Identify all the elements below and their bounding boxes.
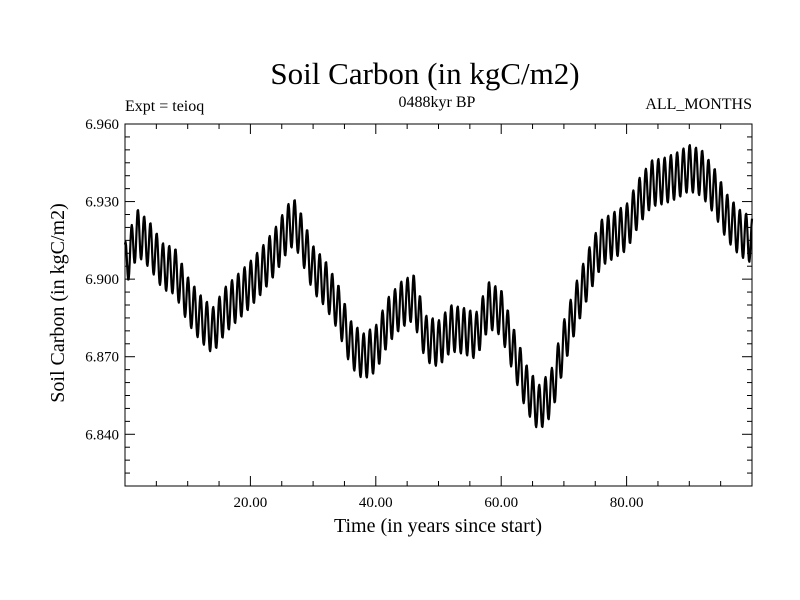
months-label: ALL_MONTHS <box>645 96 752 113</box>
x-tick-label: 20.00 <box>234 495 268 511</box>
chart-title: Soil Carbon (in kgC/m2) <box>270 56 579 91</box>
y-tick-label: 6.870 <box>85 350 119 366</box>
x-tick-label: 80.00 <box>610 495 644 511</box>
series-line <box>123 144 754 429</box>
y-tick-label: 6.900 <box>85 272 119 288</box>
chart-subtitle: 0488kyr BP <box>399 94 476 111</box>
y-tick-label: 6.960 <box>85 117 119 133</box>
x-tick-label: 60.00 <box>484 495 518 511</box>
experiment-label: Expt = teioq <box>125 98 204 115</box>
x-tick-label: 40.00 <box>359 495 393 511</box>
x-axis-label: Time (in years since start) <box>334 515 542 537</box>
plot-area: 6.840 6.870 6.900 6.930 6.960 20.00 40.00 60.00… <box>85 117 754 511</box>
y-tick-label: 6.840 <box>85 427 119 443</box>
y-tick-label: 6.930 <box>85 195 119 211</box>
y-axis-label: Soil Carbon (in kgC/m2) <box>47 203 69 402</box>
